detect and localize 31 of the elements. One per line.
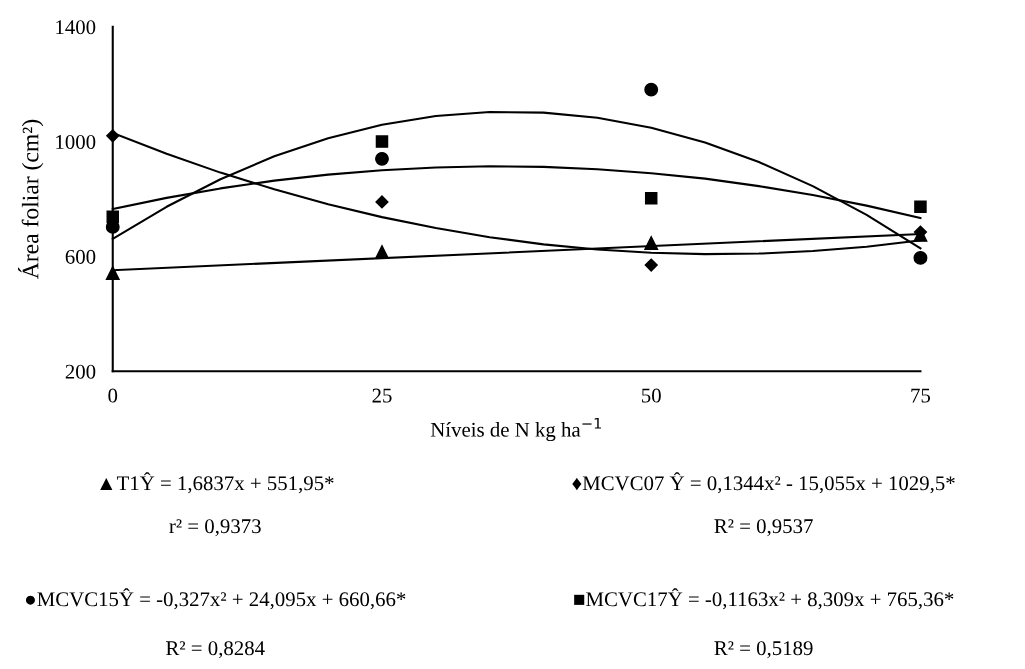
- text: ♦MCVC07 Ŷ = 0,1344x² - 15,055x + 1029,5*: [572, 472, 955, 494]
- text: R² = 0,9537: [714, 519, 813, 537]
- y-tick-label: 1000: [56, 134, 96, 150]
- y-tick-label: 200: [65, 364, 96, 379]
- point: [106, 129, 120, 143]
- x-tick-label: 75: [911, 388, 931, 403]
- point: [105, 266, 120, 281]
- point: [375, 195, 389, 209]
- point: [644, 236, 659, 250]
- x-tick-label: 0: [108, 388, 118, 403]
- y-tick-label: 1400: [56, 20, 96, 35]
- y-tick-label: 600: [65, 249, 96, 264]
- x-tick-label: 25: [372, 388, 392, 403]
- text: ■MCVC17Ŷ = -0,1163x² + 8,309x + 765,36*: [574, 588, 954, 610]
- text: ▲T1Ŷ = 1,6837x + 551,95*: [100, 472, 334, 494]
- x-tick-label: 50: [642, 388, 661, 403]
- y-axis-title: Área foliar (cm²): [18, 119, 44, 280]
- point: [644, 191, 658, 205]
- text: R² = 0,8284: [166, 641, 265, 659]
- text: R² = 0,5189: [714, 641, 813, 659]
- point: [375, 135, 389, 148]
- x-axis-title: Níveis de N kg ha$^{−1}$: [430, 417, 602, 442]
- point: [644, 258, 658, 272]
- text: ●MCVC15Ŷ = -0,327x² + 24,095x + 660,66*: [25, 588, 406, 610]
- point: [913, 250, 928, 265]
- point: [644, 82, 659, 97]
- point: [914, 200, 927, 214]
- text: r² = 0,9373: [169, 519, 261, 537]
- point: [375, 151, 389, 166]
- point: [375, 245, 389, 260]
- point: [106, 210, 120, 224]
